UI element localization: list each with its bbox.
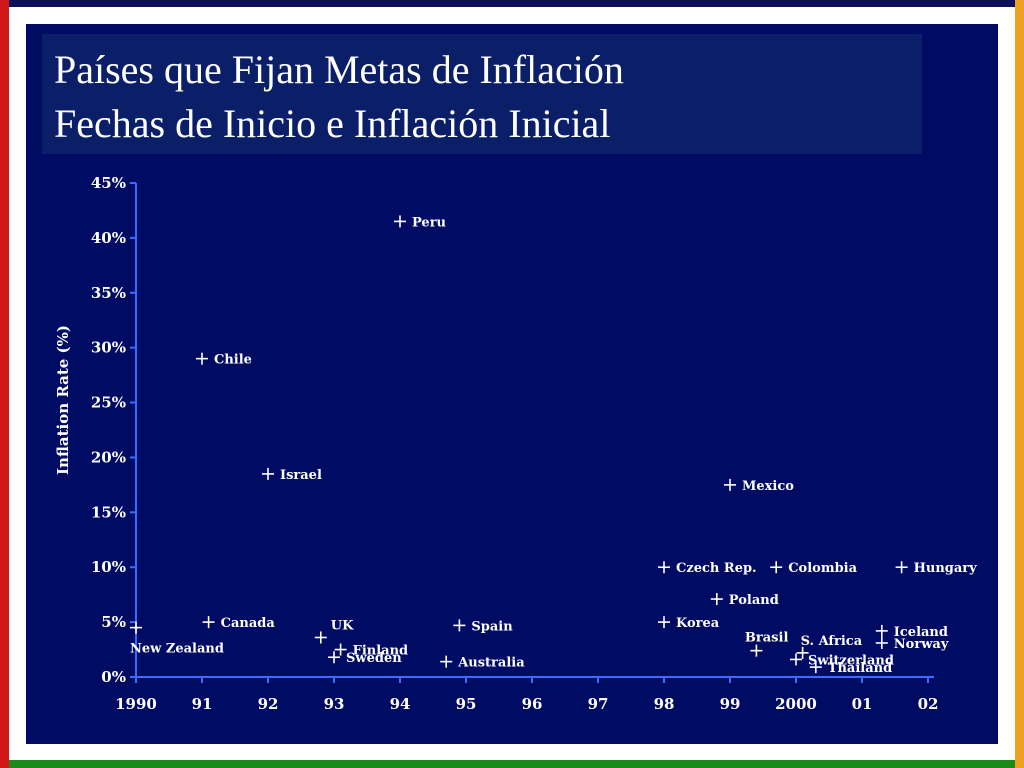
data-point: Australia bbox=[440, 655, 525, 671]
x-tick-label: 2000 bbox=[775, 695, 817, 713]
y-tick-label: 0% bbox=[101, 668, 126, 686]
point-label: Brasil bbox=[745, 631, 789, 646]
data-point: S. Africa bbox=[796, 634, 863, 659]
point-label: Korea bbox=[676, 616, 720, 631]
data-point: Canada bbox=[202, 616, 276, 631]
point-label: Spain bbox=[471, 619, 513, 634]
data-point: New Zealand bbox=[130, 621, 224, 657]
data-point: Chile bbox=[196, 352, 252, 368]
bottom-border bbox=[0, 760, 1024, 768]
data-point: Peru bbox=[394, 215, 446, 230]
data-point: Iceland bbox=[875, 624, 948, 640]
point-label: Colombia bbox=[788, 561, 857, 576]
y-tick-label: 30% bbox=[91, 339, 126, 357]
point-label: Thailand bbox=[828, 661, 892, 676]
point-label: Sweden bbox=[346, 651, 402, 666]
y-tick-label: 20% bbox=[91, 448, 126, 466]
y-tick-label: 5% bbox=[101, 613, 126, 631]
x-tick-label: 99 bbox=[720, 695, 741, 713]
data-point: Switzerland bbox=[790, 653, 894, 668]
point-label: Iceland bbox=[894, 625, 948, 640]
data-point: Thailand bbox=[809, 661, 892, 676]
data-point: Korea bbox=[658, 616, 720, 631]
slide-title-line-1: Países que Fijan Metas de Inflación bbox=[54, 47, 624, 92]
data-point: Brasil bbox=[745, 631, 789, 657]
data-point: Mexico bbox=[724, 478, 794, 494]
y-tick-label: 40% bbox=[91, 229, 126, 247]
point-label: New Zealand bbox=[130, 642, 224, 657]
data-point: UK bbox=[314, 618, 354, 644]
slide-title-line-2: Fechas de Inicio e Inflación Inicial bbox=[54, 101, 611, 146]
data-point: Norway bbox=[875, 636, 949, 652]
title-box bbox=[42, 34, 922, 154]
x-tick-label: 92 bbox=[258, 695, 279, 713]
data-point: Spain bbox=[453, 619, 513, 634]
point-label: Poland bbox=[729, 593, 779, 608]
data-point: Israel bbox=[262, 467, 322, 483]
x-tick-label: 94 bbox=[390, 695, 411, 713]
point-label: Israel bbox=[280, 468, 322, 483]
x-tick-label: 93 bbox=[324, 695, 345, 713]
y-tick-label: 15% bbox=[91, 503, 126, 521]
point-label: Chile bbox=[214, 353, 252, 368]
point-label: UK bbox=[331, 618, 354, 633]
data-point: Czech Rep. bbox=[658, 561, 757, 576]
y-axis-label: Inflation Rate (%) bbox=[54, 325, 72, 475]
point-label: Czech Rep. bbox=[676, 561, 757, 576]
point-label: Norway bbox=[894, 637, 949, 652]
x-tick-label: 1990 bbox=[115, 695, 157, 713]
data-point: Finland bbox=[334, 643, 409, 659]
top-border bbox=[0, 0, 1024, 7]
y-tick-label: 35% bbox=[91, 284, 126, 302]
point-label: Switzerland bbox=[808, 653, 894, 668]
data-point: Sweden bbox=[328, 651, 402, 666]
point-label: Peru bbox=[412, 215, 446, 230]
x-tick-label: 01 bbox=[852, 695, 873, 713]
x-tick-label: 95 bbox=[456, 695, 477, 713]
y-tick-label: 10% bbox=[91, 558, 126, 576]
data-point: Poland bbox=[710, 593, 779, 608]
x-tick-label: 02 bbox=[918, 695, 939, 713]
point-label: Hungary bbox=[914, 561, 978, 576]
point-label: Finland bbox=[353, 644, 409, 659]
point-label: Australia bbox=[457, 656, 525, 671]
data-point: Colombia bbox=[770, 561, 858, 576]
point-label: S. Africa bbox=[801, 634, 863, 649]
right-border bbox=[1015, 0, 1024, 768]
data-point: Hungary bbox=[895, 561, 978, 576]
y-tick-label: 25% bbox=[91, 394, 126, 412]
x-tick-label: 91 bbox=[192, 695, 213, 713]
x-tick-label: 96 bbox=[522, 695, 543, 713]
point-label: Mexico bbox=[742, 479, 794, 494]
left-border bbox=[0, 0, 9, 768]
point-label: Canada bbox=[221, 616, 276, 631]
y-tick-label: 45% bbox=[91, 174, 126, 192]
x-tick-label: 98 bbox=[654, 695, 675, 713]
x-tick-label: 97 bbox=[588, 695, 609, 713]
